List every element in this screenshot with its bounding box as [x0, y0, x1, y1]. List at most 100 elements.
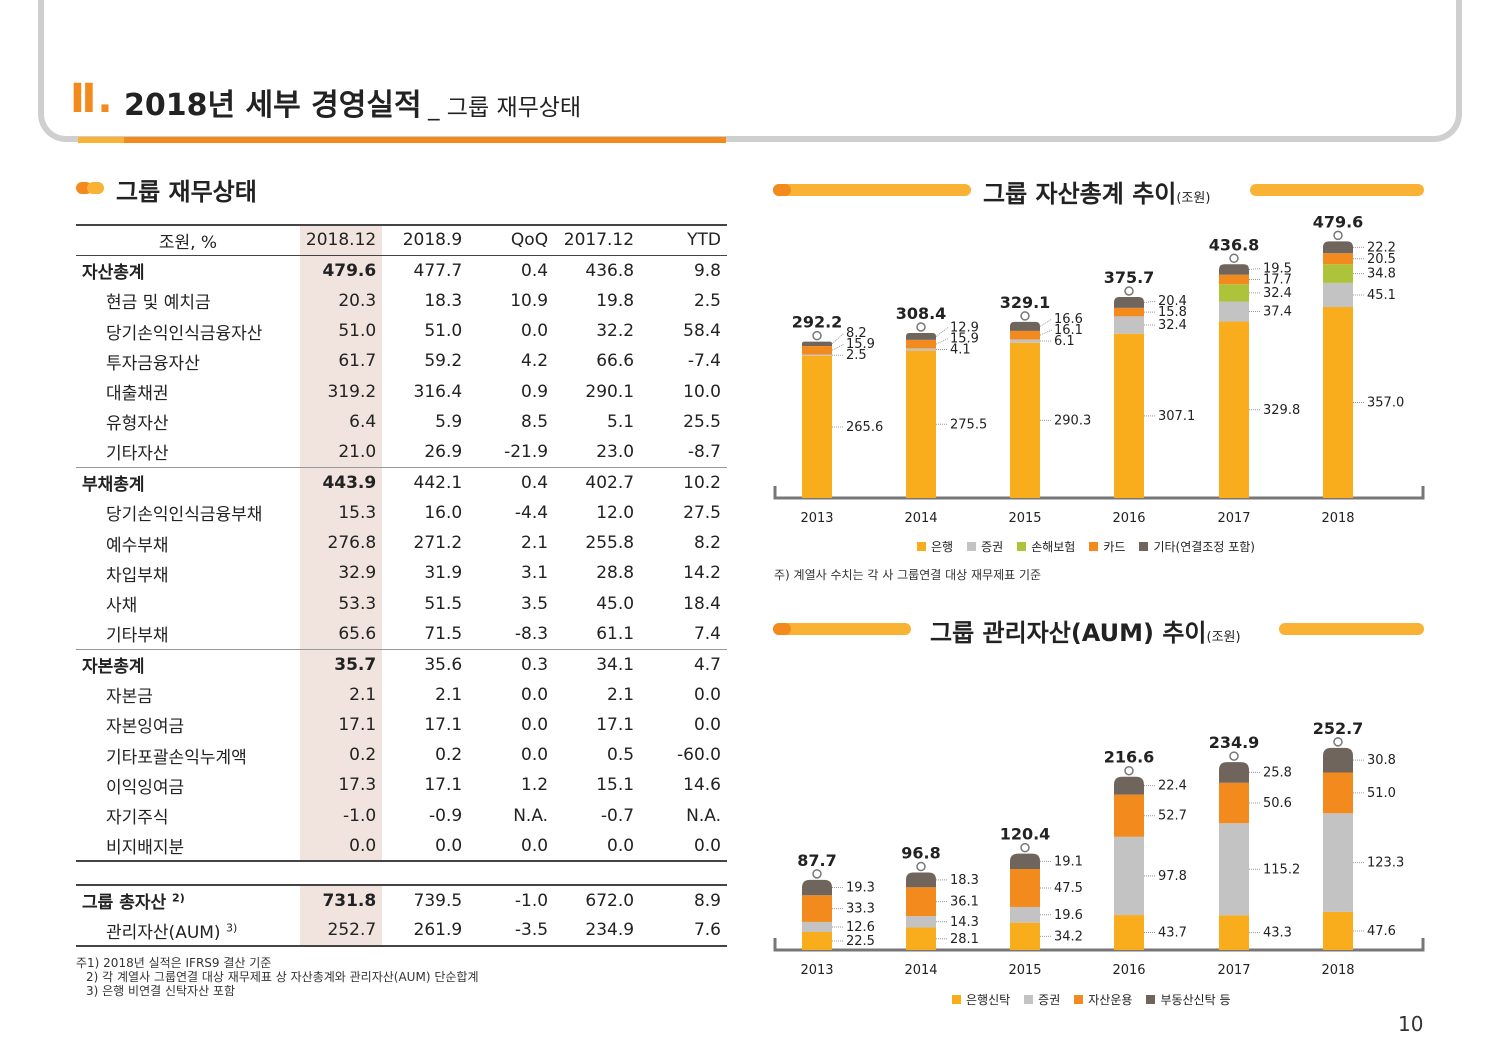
- bar-segment: [1219, 321, 1249, 498]
- data-label: 33.3: [846, 902, 875, 917]
- bar-segment: [1219, 284, 1249, 302]
- table-cell: 290.1: [585, 381, 635, 402]
- legend-item: 은행: [917, 538, 953, 555]
- column-header: 2018.12: [299, 223, 383, 256]
- bar-segment: [1114, 307, 1144, 317]
- table-row: 이익잉여금 17.3 17.1 1.2 15.1 14.6: [76, 770, 727, 801]
- data-label: 37.4: [1263, 305, 1292, 320]
- data-label: 15.9: [846, 337, 875, 352]
- bar-segment: [802, 354, 832, 356]
- table-cell: 276.8: [299, 527, 383, 559]
- legend-item: 카드: [1089, 538, 1125, 555]
- data-label: 22.5: [846, 934, 875, 949]
- table-row: 자본잉여금 17.1 17.1 0.0 17.1 0.0: [76, 709, 727, 741]
- bar-total-label: 329.1: [1000, 293, 1051, 312]
- chart-axis: [773, 486, 1425, 500]
- legend-swatch: [967, 542, 977, 551]
- page-subtitle: _ 그룹 재무상태: [428, 95, 582, 121]
- leader-line: [935, 327, 949, 337]
- data-label: 19.6: [1054, 908, 1083, 923]
- row-label: 자산총계: [82, 263, 145, 284]
- data-label: 265.6: [846, 420, 883, 435]
- chart-axis: [773, 938, 1425, 952]
- bar-segment: [1010, 321, 1040, 331]
- leader-line: [935, 338, 949, 345]
- bar-segment: [1323, 747, 1353, 773]
- table-cell: 45.0: [596, 593, 635, 614]
- leader-line: [1143, 300, 1157, 303]
- leader-line: [1039, 329, 1053, 336]
- footnote: 2) 각 계열사 그룹연결 대상 재무제표 상 자산총계와 관리자산(AUM) …: [86, 970, 479, 984]
- bar-segment: [1010, 339, 1040, 343]
- leader-line: [1039, 318, 1053, 327]
- table-cell: 28.8: [596, 563, 635, 584]
- table-cell: 0.4: [521, 260, 549, 281]
- table-cell: -60.0: [677, 745, 721, 766]
- bar-segment: [1219, 782, 1249, 824]
- legend-swatch: [1139, 542, 1149, 551]
- table-cell: 17.1: [424, 714, 463, 735]
- data-label: 22.4: [1158, 779, 1187, 794]
- x-tick-label: 2016: [1112, 963, 1145, 978]
- table-cell: 5.9: [435, 411, 463, 432]
- legend-label: 증권: [1038, 993, 1061, 1007]
- column-header: 조원, %: [76, 223, 300, 256]
- table-cell: 2.1: [521, 533, 549, 554]
- table-cell: 7.4: [693, 623, 721, 644]
- table-row: 유형자산 6.4 5.9 8.5 5.1 25.5: [76, 406, 727, 438]
- data-label: 51.0: [1367, 786, 1396, 801]
- data-label: 275.5: [950, 417, 987, 432]
- table-cell: 739.5: [382, 884, 469, 916]
- legend-swatch: [1074, 995, 1084, 1004]
- table-row: 당기손익인식금융자산 51.0 51.0 0.0 32.2 58.4: [76, 315, 727, 347]
- bar-total-label: 252.7: [1313, 719, 1364, 738]
- data-label: 6.1: [1054, 334, 1075, 349]
- table-cell: -4.4: [514, 502, 549, 523]
- row-label: 부채총계: [76, 466, 300, 498]
- chart-title: 그룹 자산총계 추이(조원): [983, 180, 1211, 208]
- table-row: 기타자산 21.0 26.9 -21.9 23.0 -8.7: [76, 437, 727, 468]
- data-label: 357.0: [1367, 396, 1404, 411]
- bar-segment: [1010, 330, 1040, 340]
- table-cell: 8.9: [640, 884, 727, 916]
- data-label: 20.5: [1367, 252, 1396, 267]
- table-cell: 2.1: [607, 684, 635, 705]
- table-cell: 3.5: [521, 593, 549, 614]
- data-label: 25.8: [1263, 765, 1292, 780]
- table-cell: 0.9: [521, 381, 549, 402]
- chart-title-decoration-left: [773, 623, 911, 635]
- table-cell: 12.0: [596, 502, 635, 523]
- chart-note: 주) 계열사 수치는 각 사 그룹연결 대상 재무제표 기준: [774, 568, 1042, 582]
- bar-segment: [1323, 911, 1353, 950]
- table-cell: 25.5: [683, 411, 721, 432]
- legend-label: 손해보험: [1031, 540, 1076, 554]
- table-cell: -1.0: [299, 800, 383, 831]
- header-accent-bar: [78, 137, 726, 143]
- table-cell: 479.6: [299, 255, 383, 286]
- table-cell: 443.9: [299, 466, 383, 498]
- bar-segment: [1323, 813, 1353, 912]
- bar-segment: [1219, 915, 1249, 950]
- column-header: 2017.12: [554, 223, 641, 256]
- data-label: 50.6: [1263, 796, 1292, 811]
- table-cell: -0.7: [600, 805, 635, 826]
- bar-segment: [906, 339, 936, 349]
- bar-top-marker: [812, 330, 822, 341]
- table-cell: 0.0: [554, 830, 641, 863]
- table-row: 기타부채 65.6 71.5 -8.3 61.1 7.4: [76, 618, 727, 650]
- section-title: 그룹 재무상태: [116, 178, 257, 206]
- data-label: 17.7: [1263, 272, 1292, 287]
- data-label: 32.4: [1158, 318, 1187, 333]
- bar-segment: [1114, 776, 1144, 795]
- column-header: 2018.9: [382, 223, 469, 256]
- legend-label: 은행: [931, 540, 954, 554]
- table-cell: 0.4: [468, 466, 555, 498]
- table-cell: 51.5: [424, 593, 463, 614]
- table-cell: 731.8: [299, 884, 383, 916]
- table-cell: 32.2: [596, 321, 635, 342]
- bar-segment: [1219, 264, 1249, 275]
- x-tick-label: 2014: [904, 511, 937, 526]
- table-row: 자기주식 -1.0 -0.9 N.A. -0.7 N.A.: [76, 800, 727, 831]
- table-cell: 0.3: [468, 648, 555, 680]
- table-cell: 4.7: [640, 648, 727, 680]
